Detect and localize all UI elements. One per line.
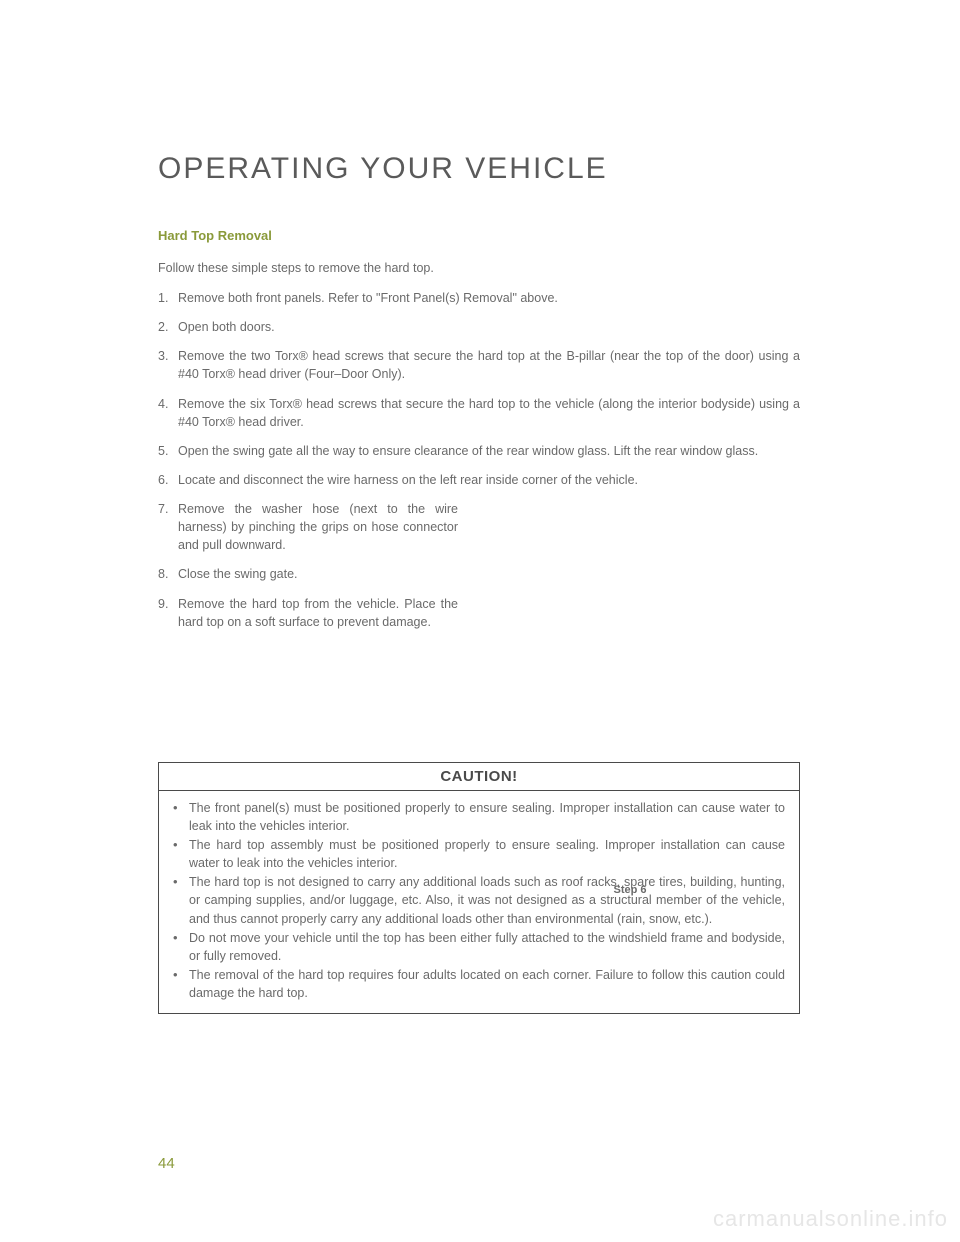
step-item: Remove both front panels. Refer to "Fron… — [158, 289, 800, 307]
caution-item: The front panel(s) must be positioned pr… — [173, 799, 785, 835]
caution-header: CAUTION! — [159, 763, 799, 791]
step-item: Locate and disconnect the wire harness o… — [158, 471, 800, 489]
step-item: Open the swing gate all the way to ensur… — [158, 442, 800, 460]
caution-item: The hard top is not designed to carry an… — [173, 873, 785, 927]
figure-spacer — [158, 642, 800, 750]
watermark: carmanualsonline.info — [713, 1206, 948, 1232]
step-item: Close the swing gate. — [158, 565, 458, 583]
intro-text: Follow these simple steps to remove the … — [158, 261, 800, 275]
caution-item: The hard top assembly must be positioned… — [173, 836, 785, 872]
step-item: Remove the two Torx® head screws that se… — [158, 347, 800, 383]
caution-item: Do not move your vehicle until the top h… — [173, 929, 785, 965]
caution-item: The removal of the hard top requires fou… — [173, 966, 785, 1002]
step-item: Remove the hard top from the vehicle. Pl… — [158, 595, 458, 631]
manual-page: OPERATING YOUR VEHICLE Hard Top Removal … — [0, 0, 960, 1014]
chapter-title: OPERATING YOUR VEHICLE — [158, 152, 800, 186]
step-list: Remove both front panels. Refer to "Fron… — [158, 289, 800, 631]
step-item: Open both doors. — [158, 318, 800, 336]
section-heading: Hard Top Removal — [158, 228, 800, 243]
step-item: Remove the six Torx® head screws that se… — [158, 395, 800, 431]
figure-caption: Step 6 — [475, 884, 785, 896]
page-number: 44 — [158, 1155, 175, 1172]
step-item: Remove the washer hose (next to the wire… — [158, 500, 458, 554]
caution-body: The front panel(s) must be positioned pr… — [159, 791, 799, 1013]
caution-list: The front panel(s) must be positioned pr… — [173, 799, 785, 1002]
